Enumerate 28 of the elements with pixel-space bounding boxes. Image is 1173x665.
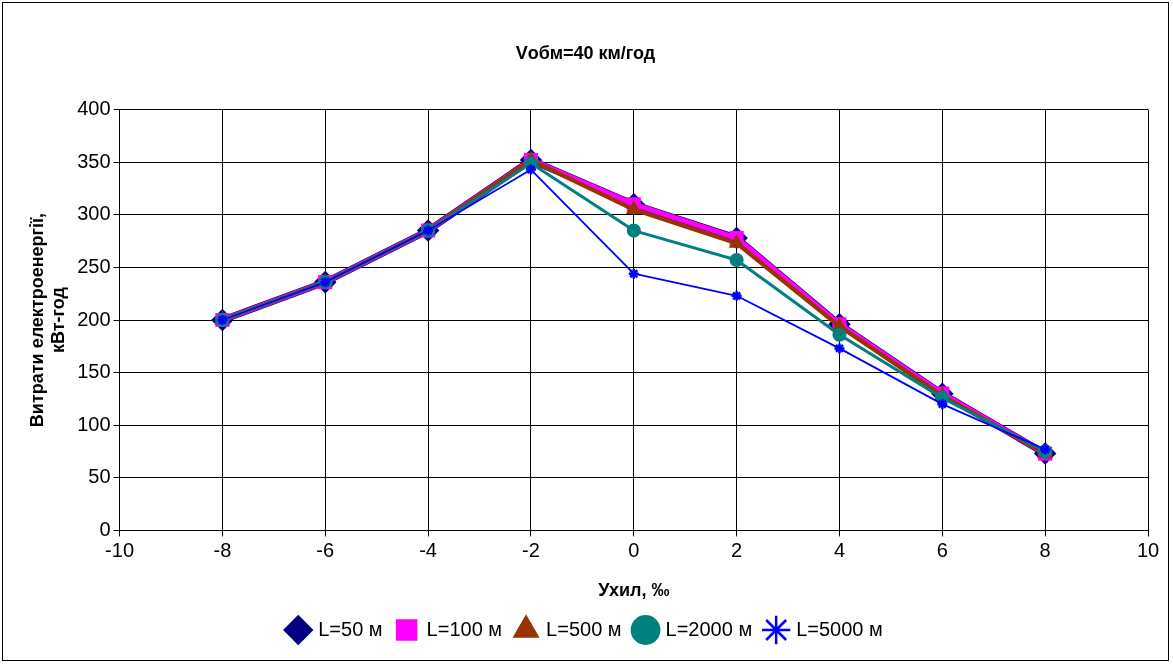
x-tick-label: -2 — [522, 538, 540, 561]
y-axis-title: Витрати електроенергії, кВт-год — [26, 212, 69, 428]
legend-label: L=100 м — [426, 617, 503, 640]
x-tick-label: 8 — [1039, 538, 1051, 561]
y-tick-label: 0 — [99, 517, 111, 540]
x-tick-label: 2 — [731, 538, 743, 561]
legend-label: L=2000 м — [665, 617, 753, 640]
y-tick-label: 250 — [77, 254, 111, 277]
x-tick-label: 6 — [936, 538, 948, 561]
x-tick-label: 10 — [1136, 538, 1160, 561]
y-tick-label: 200 — [77, 307, 111, 330]
x-tick-label: -6 — [316, 538, 335, 561]
chart-title: Vобм=40 км/год — [515, 42, 656, 63]
x-tick-label: -8 — [213, 538, 232, 561]
y-tick-label: 350 — [77, 149, 111, 172]
legend-label: L=5000 м — [796, 617, 883, 640]
x-axis-title: Ухил, ‰ — [598, 580, 670, 601]
legend-label: L=50 м — [318, 617, 383, 640]
y-tick-label: 50 — [88, 465, 111, 488]
x-tick-label: -10 — [105, 538, 135, 561]
x-tick-label: 0 — [628, 538, 640, 561]
x-tick-label: 4 — [833, 538, 846, 561]
x-tick-label: -4 — [419, 538, 437, 561]
y-tick-label: 300 — [77, 202, 111, 225]
y-tick-label: 150 — [77, 360, 111, 383]
y-tick-label: 100 — [77, 412, 111, 435]
legend-label: L=500 м — [546, 617, 622, 640]
y-tick-label: 400 — [77, 97, 111, 120]
